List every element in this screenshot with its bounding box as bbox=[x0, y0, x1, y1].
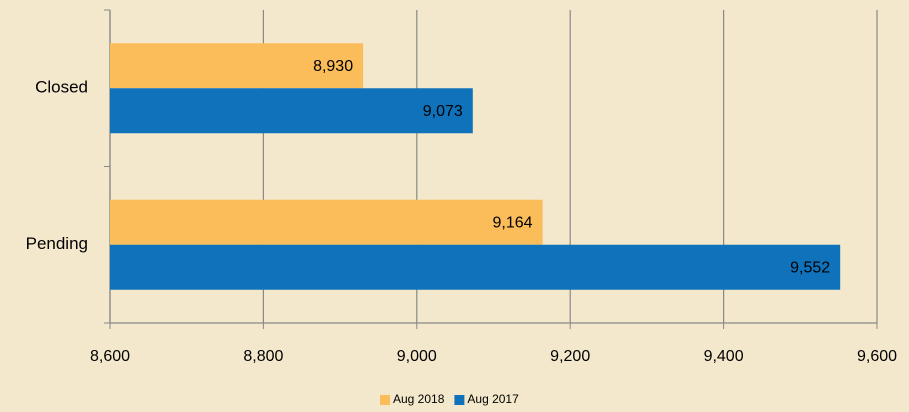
legend-swatch bbox=[454, 395, 465, 405]
legend-label: Aug 2017 bbox=[467, 392, 519, 406]
value-label: 9,073 bbox=[423, 103, 463, 120]
x-tick-label: 8,600 bbox=[90, 348, 130, 365]
bar bbox=[110, 199, 543, 245]
y-tick-label: Pending bbox=[26, 234, 88, 253]
bar bbox=[110, 244, 841, 290]
value-label: 9,552 bbox=[790, 259, 830, 276]
x-tick-label: 9,000 bbox=[397, 348, 437, 365]
y-tick-label: Closed bbox=[35, 78, 88, 97]
bar bbox=[110, 43, 364, 89]
value-label: 9,164 bbox=[493, 214, 533, 231]
x-tick-label: 9,200 bbox=[550, 348, 590, 365]
x-tick-label: 9,400 bbox=[704, 348, 744, 365]
bar bbox=[110, 88, 473, 134]
legend-label: Aug 2018 bbox=[393, 392, 445, 406]
value-label: 8,930 bbox=[313, 58, 353, 75]
x-tick-label: 9,600 bbox=[857, 348, 897, 365]
x-tick-label: 8,800 bbox=[243, 348, 283, 365]
legend-swatch bbox=[380, 395, 390, 405]
